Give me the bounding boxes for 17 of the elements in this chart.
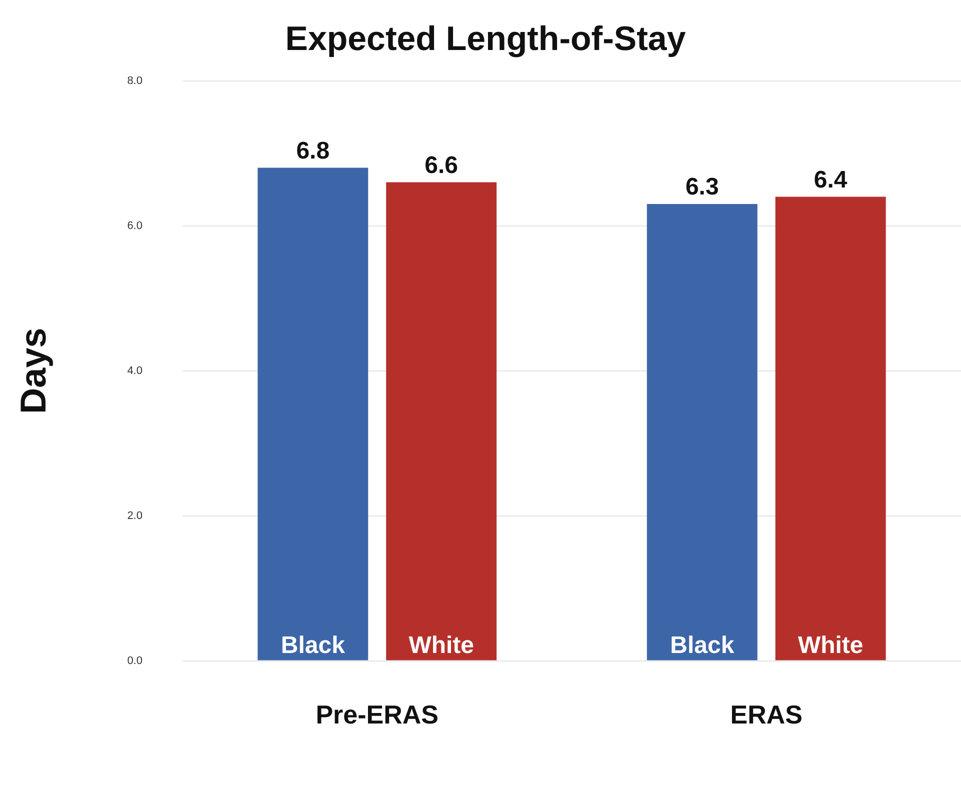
y-tick-label: 2.0 [127,510,142,522]
y-tick-label: 4.0 [127,364,142,377]
chart-title: Expected Length-of-Stay [285,20,686,58]
y-axis-title: Days [12,328,54,414]
data-label: 6.3 [685,174,719,201]
y-tick-label: 6.0 [127,220,142,232]
y-tick-label: 0.0 [127,654,142,667]
x-tick-label: Pre-ERAS [316,700,439,730]
series-label: White [408,632,474,659]
y-tick-label: 8.0 [127,74,142,87]
text: White [798,632,864,659]
data-label: 6.4 [814,166,848,194]
x-tick-label: ERAS [730,700,802,730]
data-label: 6.8 [296,137,330,164]
text: Black [670,632,734,659]
data-label: 6.6 [424,152,458,179]
series-label: Black [280,632,346,659]
